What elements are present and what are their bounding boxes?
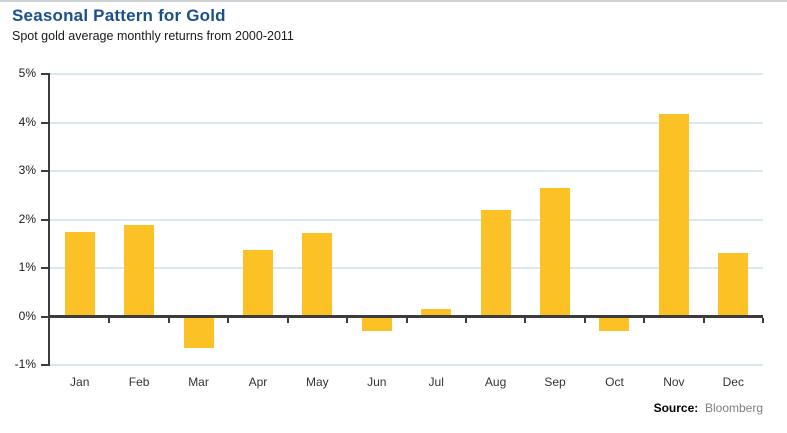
x-axis-tick [762, 318, 764, 323]
x-axis-tick [405, 318, 408, 323]
x-axis-tick [524, 318, 527, 323]
y-axis-label: 2% [18, 211, 36, 226]
x-axis-tick [227, 318, 230, 323]
chart-bar-jul [421, 309, 452, 317]
gridline [50, 121, 763, 124]
x-axis-zero-line [50, 315, 763, 318]
source-value-text: Bloomberg [704, 401, 763, 415]
x-axis-label-jul: Jul [428, 375, 444, 389]
chart-subtitle: Spot gold average monthly returns from 2… [12, 29, 294, 43]
chart-title: Seasonal Pattern for Gold [12, 6, 226, 25]
chart-bar-sep [540, 187, 571, 317]
gridline [50, 218, 763, 221]
x-axis-tick [702, 318, 705, 323]
x-axis-tick [583, 318, 586, 323]
x-axis-tick [167, 318, 170, 323]
source-value: Bloomberg [702, 401, 763, 415]
y-axis-tick [41, 170, 50, 172]
x-axis-tick [286, 318, 289, 323]
y-axis-tick [41, 218, 50, 221]
y-axis-label: 4% [18, 114, 36, 129]
chart-bar-dec [718, 253, 749, 317]
source-note: Source: Bloomberg [654, 401, 763, 415]
x-axis-label-feb: Feb [128, 375, 150, 389]
y-axis-tick [41, 267, 50, 269]
x-axis-tick [346, 318, 349, 323]
y-axis-label: -1% [14, 357, 36, 371]
chart-bar-jan [64, 231, 95, 317]
x-axis-label-jun: Jun [367, 375, 387, 389]
chart-bar-apr [242, 249, 273, 317]
x-axis-label-jan: Jan [70, 375, 90, 389]
y-axis-tick [41, 364, 50, 366]
y-axis-label: 0% [18, 308, 36, 323]
chart-bar-aug [480, 209, 511, 317]
chart-bar-nov [658, 113, 689, 317]
chart-bar-may [302, 233, 333, 317]
y-axis-tick [41, 315, 50, 318]
x-axis-tick [643, 318, 646, 323]
x-axis-label-oct: Oct [605, 375, 624, 389]
chart-bar-mar [183, 316, 214, 349]
source-label: Source: [653, 401, 699, 415]
top-border-divider [0, 0, 787, 2]
x-axis-label-aug: Aug [484, 375, 507, 389]
y-axis-label: 5% [18, 66, 36, 80]
x-axis-label-apr: Apr [248, 375, 268, 389]
chart-bar-oct [599, 316, 630, 332]
x-axis-tick [464, 318, 467, 323]
chart-bar-feb [124, 225, 155, 317]
y-axis-label: 3% [18, 163, 36, 177]
plot-area: 5% 4% 3% 2% 1% 0% -1% Jan Feb Mar Apr May Jun Jul Aug S… [15, 66, 764, 389]
gridline [50, 170, 763, 172]
gridline [50, 364, 763, 366]
y-axis-tick [41, 121, 50, 124]
x-axis-label-may: May [306, 375, 329, 389]
x-axis-tick [108, 318, 111, 323]
gridline [50, 267, 763, 269]
gridline [50, 73, 763, 75]
y-axis-line [48, 74, 50, 365]
x-axis-label-nov: Nov [663, 375, 685, 389]
chart-bar-jun [361, 316, 392, 332]
x-axis-label-sep: Sep [544, 375, 566, 389]
y-axis-tick [41, 73, 50, 75]
x-axis-label-dec: Dec [722, 375, 744, 389]
y-axis-label: 1% [18, 260, 36, 274]
x-axis-label-mar: Mar [188, 375, 209, 389]
